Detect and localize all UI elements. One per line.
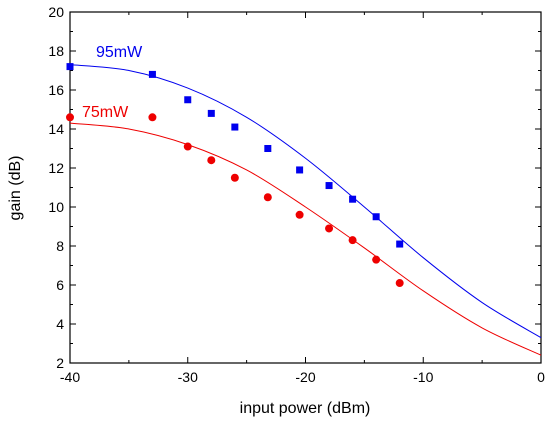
y-tick-label: 10 [48,199,64,215]
data-point-95mw [264,145,272,152]
data-point-75mw [230,173,239,182]
y-tick-label: 12 [48,160,64,176]
fit-curves [69,64,542,356]
data-point-75mw [66,113,74,122]
y-axis-title: gain (dB) [7,156,24,221]
x-tick-label: -10 [413,369,433,385]
y-tick-label: 4 [56,316,64,332]
data-point-75mw [372,255,381,264]
y-tick-label: 8 [56,238,64,254]
series-label-95mw: 95mW [96,44,143,61]
data-point-75mw [183,142,192,151]
data-point-95mw [396,240,404,248]
y-tick-label: 2 [56,355,64,371]
data-point-75mw [325,224,334,233]
data-point-95mw [349,195,357,203]
data-point-95mw [207,109,215,117]
series-label-75mw: 75mW [82,104,129,121]
fit-curve-95mw [69,64,542,339]
x-tick-label: 0 [537,369,545,385]
y-tick-label: 16 [48,82,64,98]
data-point-95mw [184,96,192,104]
y-tick-label: 6 [56,277,64,293]
data-point-95mw [372,213,380,221]
y-tick-label: 18 [48,43,64,59]
axes: -40 -30 -20 -10 0 2 4 6 8 10 12 14 16 18 20 [48,4,545,385]
fit-curve-75mw [69,122,542,356]
data-point-75mw [148,113,157,122]
data-point-95mw [148,70,156,78]
data-point-95mw [325,182,333,190]
data-point-75mw [295,210,304,219]
series-labels: 95mW 75mW [82,44,143,121]
data-point-75mw [348,236,357,245]
data-point-95mw [66,63,74,71]
x-tick-label: -40 [60,369,80,385]
x-axis-title: input power (dBm) [240,400,371,417]
data-markers [66,63,404,288]
data-point-75mw [395,279,404,288]
y-tick-label: 14 [48,121,64,137]
x-tick-label: -30 [178,369,198,385]
data-point-75mw [207,156,216,165]
plot-frame [69,11,542,364]
data-point-95mw [231,123,239,131]
x-tick-label: -20 [295,369,315,385]
data-point-95mw [296,166,304,174]
y-tick-label: 20 [48,4,64,20]
data-point-75mw [263,193,272,202]
